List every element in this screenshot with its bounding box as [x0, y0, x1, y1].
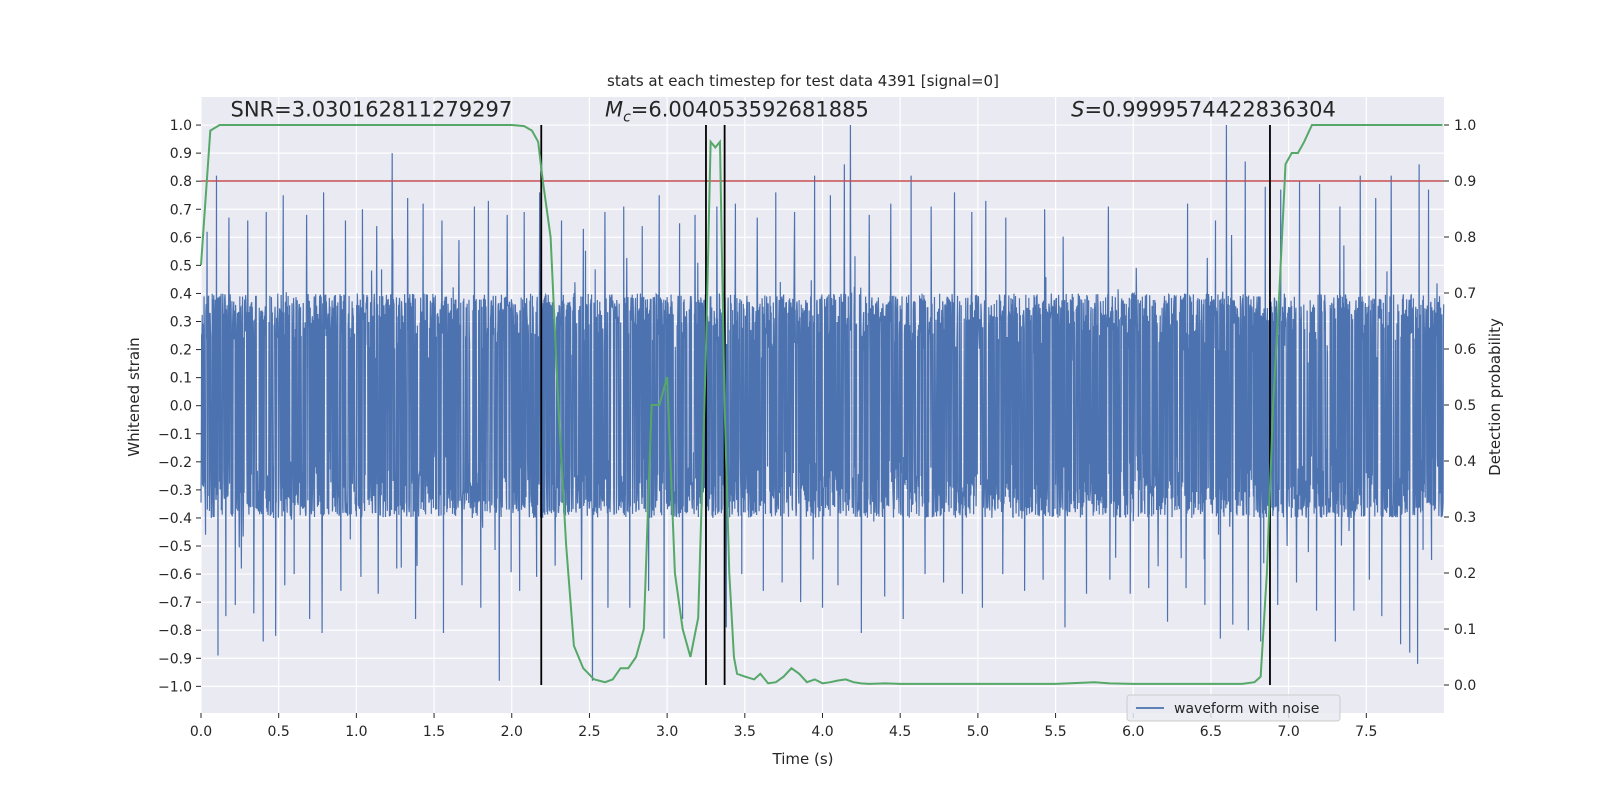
y-tick-label: −0.2: [158, 455, 192, 471]
y2-axis-label: Detection probability: [1486, 318, 1504, 476]
annotation-score: S=0.9999574422836304: [1071, 98, 1336, 122]
x-tick-label: 0.5: [268, 724, 290, 740]
x-tick-label: 2.5: [578, 724, 600, 740]
y-axis-label: Whitened strain: [125, 337, 143, 456]
y2-tick-label: 0.2: [1454, 566, 1476, 582]
y-tick-label: −0.4: [158, 511, 192, 527]
chart-title: stats at each timestep for test data 439…: [607, 72, 999, 90]
series-detection-probability: [200, 124, 1443, 685]
x-tick-label: 3.5: [734, 724, 756, 740]
x-tick-label: 4.0: [811, 724, 833, 740]
y2-tick-label: 0.5: [1454, 398, 1476, 414]
y2-tick-label: 0.9: [1454, 174, 1476, 190]
annotation-chirp-mass-symbol: M: [605, 98, 623, 122]
y2-tick-label: 0.1: [1454, 622, 1476, 638]
y2-tick-label: 0.4: [1454, 454, 1476, 470]
y2-tick-label: 0.6: [1454, 342, 1476, 358]
x-axis-label: Time (s): [772, 750, 834, 768]
x-tick-label: 6.5: [1200, 724, 1222, 740]
x-tick-label: 5.5: [1044, 724, 1066, 740]
y2-tick-label: 0.0: [1454, 678, 1476, 694]
y-tick-label: −0.7: [158, 595, 192, 611]
annotation-score-value: =0.9999574422836304: [1084, 98, 1335, 122]
y-tick-label: −0.3: [158, 483, 192, 499]
y-tick-label: 0.1: [170, 371, 192, 387]
x-tick-label: 6.0: [1122, 724, 1144, 740]
y-tick-label: −1.0: [158, 679, 192, 695]
y-tick-label: 0.3: [170, 315, 192, 331]
annotation-chirp-mass-value: =6.004053592681885: [631, 98, 869, 122]
annotation-score-symbol: S: [1071, 98, 1084, 122]
x-tick-label: 1.5: [423, 724, 445, 740]
y-tick-label: 0.7: [170, 202, 192, 218]
y-tick-label: −0.8: [158, 623, 192, 639]
y-tick-label: 0.2: [170, 343, 192, 359]
y-tick-label: 0.4: [170, 286, 192, 302]
y-tick-label: −0.9: [158, 651, 192, 667]
y-tick-label: 0.6: [170, 230, 192, 246]
y-tick-label: 0.5: [170, 258, 192, 274]
y2-tick-label: 0.7: [1454, 286, 1476, 302]
x-tick-label: 4.5: [889, 724, 911, 740]
x-tick-label: 7.5: [1355, 724, 1377, 740]
y2-tick-label: 0.8: [1454, 230, 1476, 246]
series-waveform-with-noise: [200, 125, 1445, 681]
y-tick-label: 0.9: [170, 146, 192, 162]
x-tick-label: 5.0: [967, 724, 989, 740]
legend-entry-waveform: waveform with noise: [1174, 701, 1319, 717]
y-tick-label: −0.1: [158, 427, 192, 443]
x-tick-label: 7.0: [1277, 724, 1299, 740]
y-tick-label: 0.8: [170, 174, 192, 190]
annotation-chirp-mass-subscript: c: [623, 110, 631, 126]
y-tick-label: −0.6: [158, 567, 192, 583]
x-tick-label: 3.0: [656, 724, 678, 740]
y2-tick-label: 0.3: [1454, 510, 1476, 526]
y2-tick-label: 1.0: [1454, 118, 1476, 134]
legend-box: [1126, 694, 1341, 722]
x-tick-label: 1.0: [345, 724, 367, 740]
annotation-chirp-mass: Mc=6.004053592681885: [605, 98, 869, 126]
y-tick-label: 1.0: [170, 118, 192, 134]
y-tick-label: −0.5: [158, 539, 192, 555]
annotation-snr: SNR=3.030162811279297: [231, 98, 513, 122]
x-tick-label: 0.0: [190, 724, 212, 740]
y-tick-label: 0.0: [170, 399, 192, 415]
x-tick-label: 2.0: [501, 724, 523, 740]
